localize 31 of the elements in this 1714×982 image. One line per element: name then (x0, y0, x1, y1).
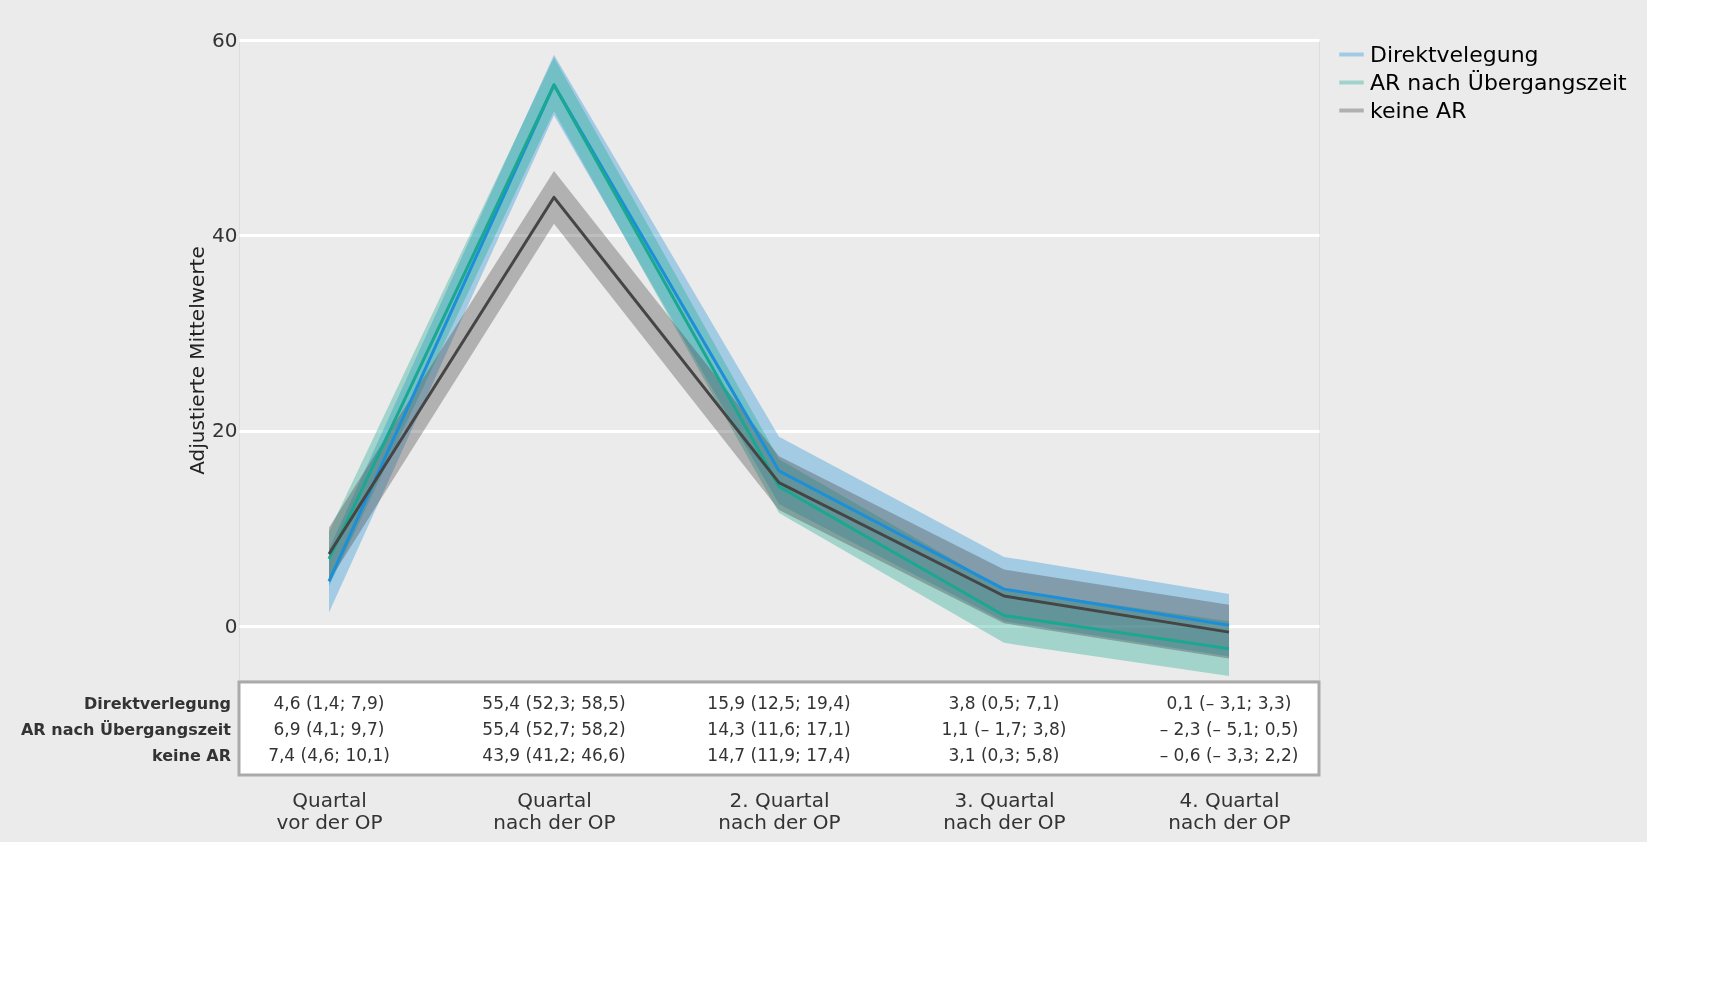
data-label: – 0,6 (– 3,3; 2,2) (1159, 745, 1299, 765)
data-label: 6,9 (4,1; 9,7) (273, 719, 385, 739)
legend-label: AR nach Übergangszeit (1370, 69, 1628, 95)
text: Direktverlegung (84, 694, 231, 713)
data-label: 7,4 (4,6; 10,1) (268, 745, 390, 765)
text: AR nach Übergangszeit (20, 720, 232, 739)
data-label: 55,4 (52,3; 58,5) (482, 693, 626, 713)
data-label: 3,1 (0,3; 5,8) (948, 745, 1060, 765)
data-label: 14,7 (11,9; 17,4) (707, 745, 851, 765)
y-tick-label: 0 (224, 613, 238, 638)
x-tick-label: Quartal nach der OP (493, 787, 616, 834)
y-tick-label: 20 (212, 418, 238, 443)
data-label: 55,4 (52,7; 58,2) (482, 719, 626, 739)
data-label: 43,9 (41,2; 46,6) (482, 745, 626, 765)
data-label: 1,1 (– 1,7; 3,8) (941, 719, 1067, 739)
data-label: 15,9 (12,5; 19,4) (707, 693, 851, 713)
data-label: 3,8 (0,5; 7,1) (948, 693, 1060, 713)
x-tick-label: 3. Quartal nach der OP (943, 787, 1066, 834)
y-tick-label: 60 (212, 27, 238, 52)
text: keine AR (151, 746, 231, 765)
data-label: 0,1 (– 3,1; 3,3) (1166, 693, 1292, 713)
data-label: 4,6 (1,4; 7,9) (273, 693, 385, 713)
legend-label: keine AR (1370, 97, 1467, 123)
data-label: 14,3 (11,6; 17,1) (707, 719, 851, 739)
x-tick-label: 4. Quartal nach der OP (1168, 787, 1291, 834)
legend-label: Direktvelegung (1370, 41, 1539, 67)
y-axis-title: Adjustierte Mittelwerte (185, 246, 210, 475)
x-tick-label: Quartal vor der OP (276, 787, 383, 834)
y-tick-label: 40 (212, 222, 238, 247)
data-label: – 2,3 (– 5,1; 0,5) (1159, 719, 1299, 739)
x-tick-label: 2. Quartal nach der OP (718, 787, 841, 834)
